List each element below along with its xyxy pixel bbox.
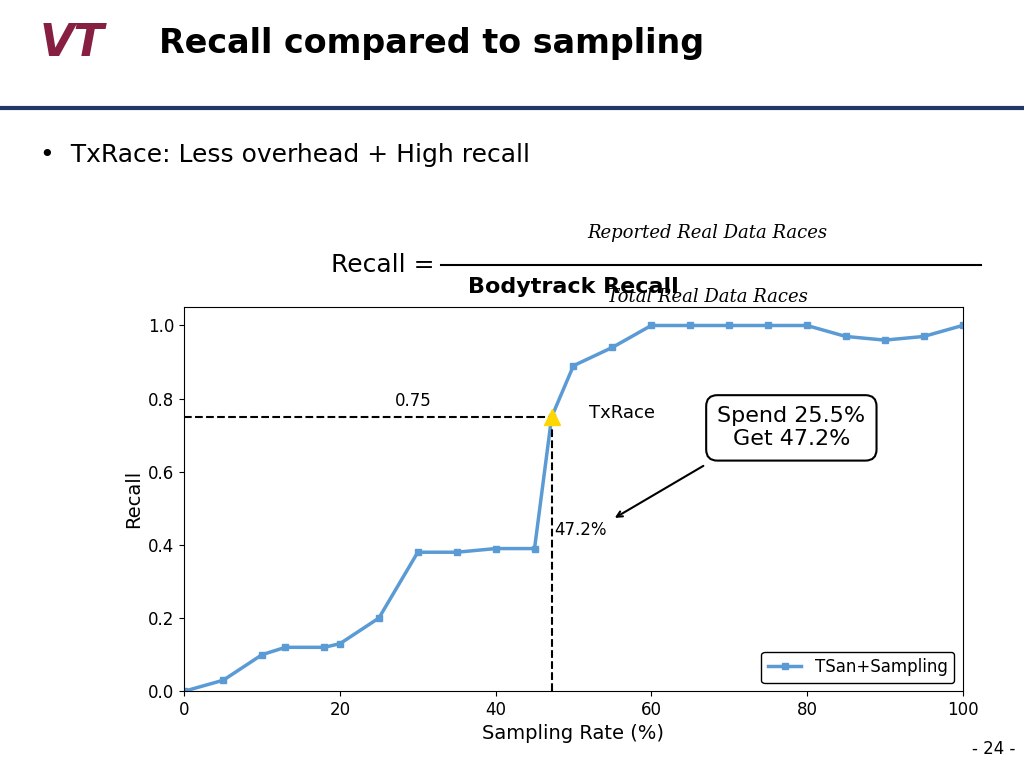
- Text: 47.2%: 47.2%: [554, 521, 606, 539]
- Text: Recall compared to sampling: Recall compared to sampling: [159, 28, 703, 60]
- Text: •  TxRace: Less overhead + High recall: • TxRace: Less overhead + High recall: [40, 143, 530, 167]
- Text: TxRace: TxRace: [589, 404, 655, 422]
- Legend: TSan+Sampling: TSan+Sampling: [762, 651, 954, 683]
- Text: VT: VT: [39, 22, 104, 65]
- Text: Recall =: Recall =: [331, 253, 434, 277]
- Text: Spend 25.5%
Get 47.2%: Spend 25.5% Get 47.2%: [717, 406, 865, 449]
- Text: Total Real Data Races: Total Real Data Races: [607, 288, 808, 306]
- Text: 0.75: 0.75: [394, 392, 431, 409]
- Y-axis label: Recall: Recall: [124, 470, 142, 528]
- Title: Bodytrack Recall: Bodytrack Recall: [468, 277, 679, 297]
- Text: - 24 -: - 24 -: [972, 740, 1015, 758]
- X-axis label: Sampling Rate (%): Sampling Rate (%): [482, 724, 665, 743]
- Text: Reported Real Data Races: Reported Real Data Races: [588, 223, 827, 242]
